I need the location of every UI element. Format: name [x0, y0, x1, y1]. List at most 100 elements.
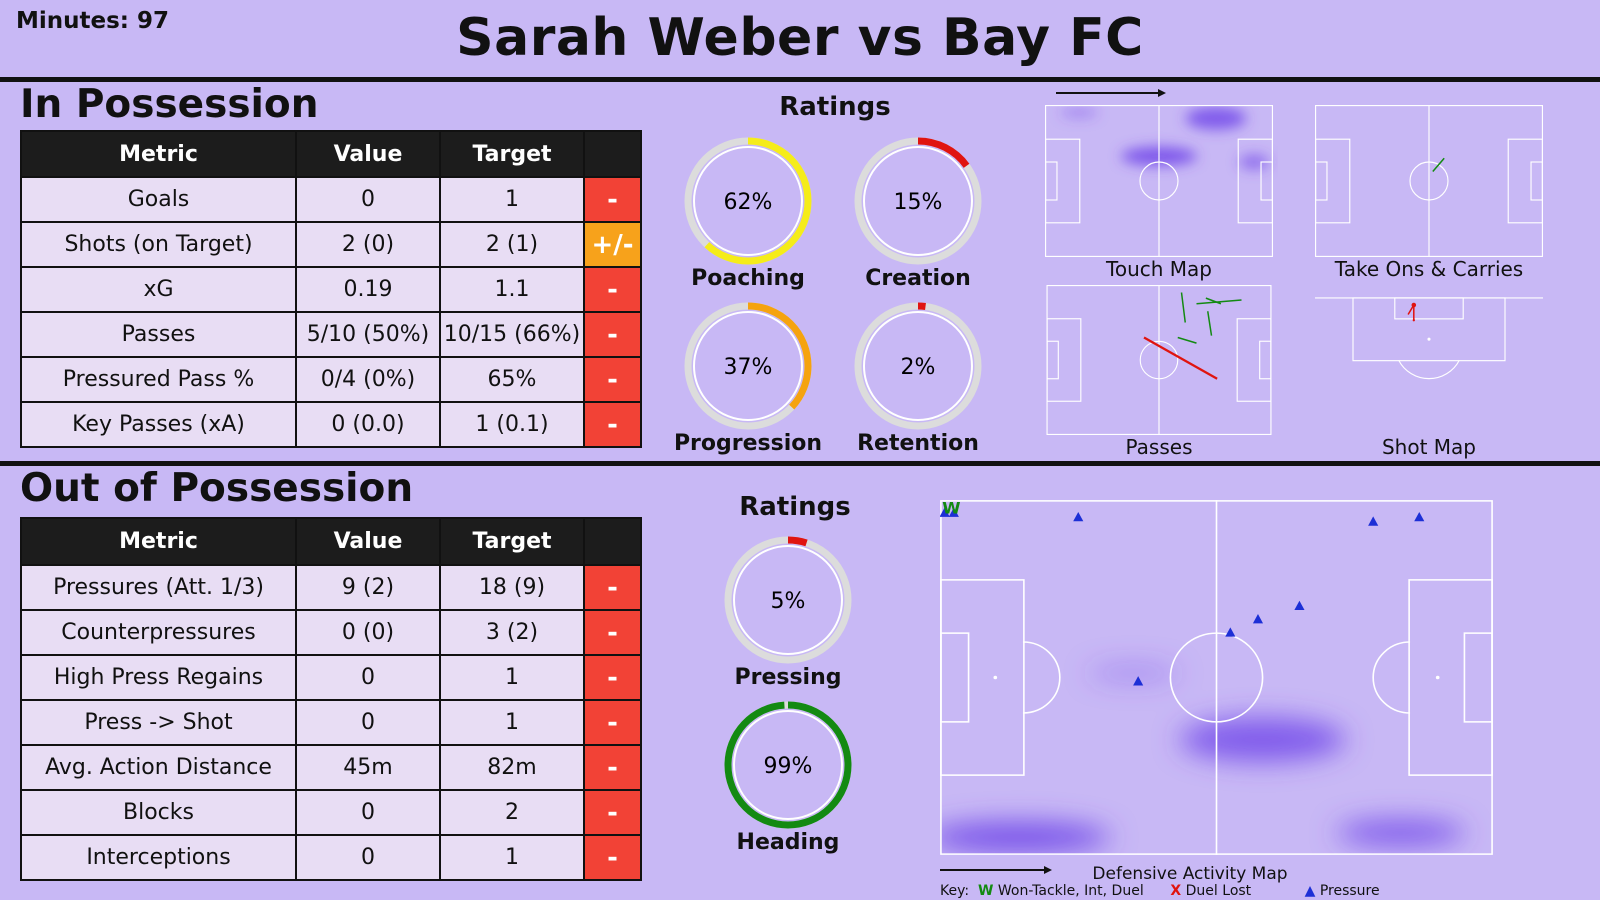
out-of-possession-title: Out of Possession — [20, 466, 414, 511]
cell-status: - — [583, 654, 642, 701]
column-header — [583, 130, 642, 178]
table-row: Avg. Action Distance 45m 82m - — [20, 744, 642, 791]
gauge-arc — [724, 701, 852, 829]
rating-gauge-heading: 99% — [724, 701, 852, 829]
cell-metric: Passes — [20, 311, 297, 358]
map-key: Key: W Won-Tackle, Int, Duel X Duel Lost… — [940, 883, 1380, 899]
cell-status: - — [583, 834, 642, 881]
touch-map — [1045, 105, 1274, 257]
rating-gauge-retention: 2% — [854, 302, 982, 430]
cell-status: - — [583, 744, 642, 791]
cell-value: 0 — [295, 654, 441, 701]
cell-status: - — [583, 266, 642, 313]
page-title: Sarah Weber vs Bay FC — [456, 8, 1144, 68]
gauge-arc — [854, 137, 982, 265]
take-ons-map-label: Take Ons & Carries — [1334, 257, 1524, 281]
column-header — [583, 517, 642, 566]
table-row: High Press Regains 0 1- — [20, 654, 642, 701]
gauge-inner-ring — [863, 311, 973, 421]
table-header-row: Metric Value Target — [20, 130, 642, 178]
touch-map-label: Touch Map — [1106, 257, 1212, 281]
cell-metric: Counterpressures — [20, 609, 297, 656]
pressure-point — [948, 507, 959, 517]
pressure-point — [1225, 627, 1236, 637]
gauge-inner-ring — [863, 146, 973, 256]
cell-target: 3 (2) — [439, 609, 585, 656]
column-header: Value — [295, 130, 441, 178]
cell-metric: Press -> Shot — [20, 699, 297, 746]
cell-target: 65% — [439, 356, 585, 403]
cell-value: 9 (2) — [295, 564, 441, 611]
table-row: Passes 5/10 (50%) 10/15 (66%) - — [20, 311, 642, 358]
in-possession-table: Metric Value Target Goals 0 1- Shots (on Ta… — [20, 130, 642, 448]
rating-gauge-pressing: 5% — [724, 536, 852, 664]
cell-status: - — [583, 401, 642, 448]
defensive-activity-map: W — [940, 500, 1493, 855]
pressure-point — [1294, 600, 1305, 611]
table-row: xG 0.19 1.1- — [20, 266, 642, 313]
gauge-value: 5% — [771, 589, 806, 614]
key-pressure-label: Pressure — [1319, 883, 1380, 899]
gauge-label: Progression — [673, 431, 823, 456]
passes-map-label: Passes — [1125, 435, 1193, 459]
gauge-label: Pressing — [734, 665, 842, 690]
cell-status: - — [583, 609, 642, 656]
rating-gauge-progression: 37% — [684, 302, 812, 430]
cell-target: 2 (1) — [439, 221, 585, 268]
gauge-inner-ring — [693, 311, 803, 421]
pressure-symbol-icon: ▲ — [1304, 883, 1316, 899]
pressure-point — [940, 507, 950, 517]
cell-metric: Pressured Pass % — [20, 356, 297, 403]
key-won-label: Won-Tackle, Int, Duel — [997, 883, 1144, 899]
gauge-arc — [724, 536, 852, 664]
cell-target: 2 — [439, 789, 585, 836]
defensive-direction-arrow — [940, 866, 1052, 874]
cell-target: 18 (9) — [439, 564, 585, 611]
gauge-value: 62% — [724, 190, 773, 215]
cell-value: 0.19 — [295, 266, 441, 313]
cell-value: 0 — [295, 789, 441, 836]
out-of-possession-table: Metric Value Target Pressures (Att. 1/3)… — [20, 517, 642, 881]
out-of-possession-ratings-title: Ratings — [739, 492, 851, 522]
pressure-point — [1252, 614, 1264, 624]
won-symbol: W — [978, 883, 994, 899]
cell-metric: Avg. Action Distance — [20, 744, 297, 791]
cell-metric: Shots (on Target) — [20, 221, 297, 268]
gauge-arc — [684, 137, 812, 265]
key-label: Key: — [940, 883, 970, 899]
rating-gauge-poaching: 62% — [684, 137, 812, 265]
mid-divider — [0, 461, 1600, 466]
key-lost-label: Duel Lost — [1185, 883, 1252, 899]
table-row: Interceptions 0 1- — [20, 834, 642, 881]
cell-status: - — [583, 699, 642, 746]
top-divider — [0, 77, 1600, 82]
cell-metric: High Press Regains — [20, 654, 297, 701]
cell-target: 1 — [439, 654, 585, 701]
passes-map — [1046, 285, 1272, 435]
cell-status: +/- — [583, 221, 642, 268]
shot-map-label: Shot Map — [1381, 435, 1476, 459]
gauge-label: Creation — [865, 266, 971, 291]
cell-target: 82m — [439, 744, 585, 791]
cell-target: 1 — [439, 699, 585, 746]
in-possession-title: In Possession — [20, 82, 319, 127]
cell-value: 0/4 (0%) — [295, 356, 441, 403]
pressure-point — [1368, 516, 1379, 526]
cell-target: 1.1 — [439, 266, 585, 313]
table-row: Pressured Pass % 0/4 (0%) 65% - — [20, 356, 642, 403]
cell-value: 45m — [295, 744, 441, 791]
column-header: Value — [295, 517, 441, 566]
gauge-inner-ring — [733, 710, 843, 820]
cell-value: 0 (0) — [295, 609, 441, 656]
cell-value: 2 (0) — [295, 221, 441, 268]
pressure-point — [1414, 511, 1425, 522]
column-header: Target — [439, 517, 585, 566]
cell-metric: Interceptions — [20, 834, 297, 881]
cell-status: - — [583, 176, 642, 223]
cell-target: 1 — [439, 834, 585, 881]
gauge-label: Retention — [857, 431, 979, 456]
cell-status: - — [583, 311, 642, 358]
cell-target: 1 — [439, 176, 585, 223]
cell-target: 1 (0.1) — [439, 401, 585, 448]
pressure-point — [1133, 676, 1144, 686]
